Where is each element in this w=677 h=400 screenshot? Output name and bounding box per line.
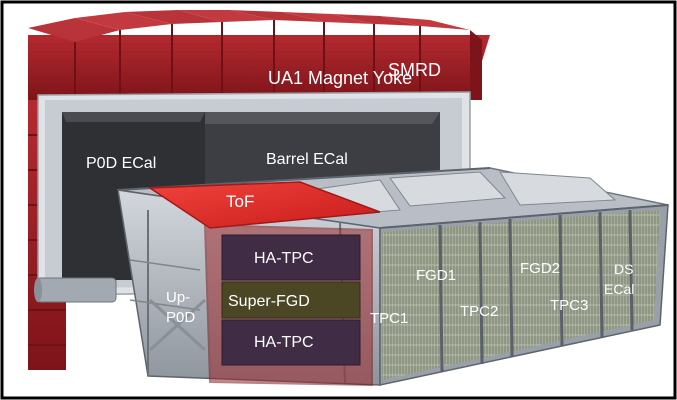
beam-pipe <box>34 277 117 303</box>
hatpc-bottom-block <box>221 319 361 366</box>
barrel-ecal-label: Barrel ECal <box>266 151 348 168</box>
magnet-label: UA1 Magnet Yoke <box>268 68 412 88</box>
superfgd-block <box>221 281 361 319</box>
tpc3-label: TPC3 <box>550 297 588 314</box>
tpc2-label: TPC2 <box>460 303 498 320</box>
fgd2-label: FGD2 <box>520 260 560 277</box>
superfgd-label: Super-FGD <box>228 293 310 310</box>
smrd-label: SMRD <box>388 60 441 80</box>
tof-label: ToF <box>226 192 254 211</box>
up-p0d-label-line1: Up- <box>166 289 190 306</box>
hatpc-top-block <box>221 234 361 281</box>
hatpc-bottom-label: HA-TPC <box>254 334 314 351</box>
tof-plate <box>147 181 381 229</box>
up-p0d-label-line2: P0D <box>166 309 195 326</box>
ds-ecal-label-line2: ECal <box>604 281 634 297</box>
p0d-ecal-label: P0D ECal <box>86 155 156 172</box>
ds-ecal-label-line1: DS <box>614 261 633 277</box>
tpc1-label: TPC1 <box>370 310 408 327</box>
fgd1-label: FGD1 <box>416 267 456 284</box>
hatpc-top-label: HA-TPC <box>254 250 314 267</box>
